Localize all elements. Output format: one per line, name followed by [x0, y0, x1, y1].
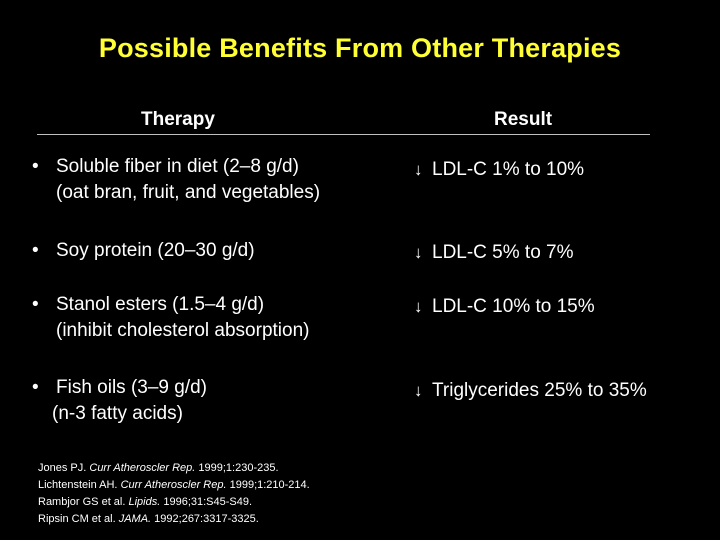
down-arrow-icon: ↓	[414, 297, 423, 316]
reference: Jones PJ. Curr Atheroscler Rep. 1999;1:2…	[38, 460, 310, 477]
reference: Ripsin CM et al. JAMA. 1992;267:3317-332…	[38, 511, 310, 528]
result-item-stanol-esters: ↓ LDL-C 10% to 15%	[414, 294, 714, 320]
result-text: LDL-C 10% to 15%	[432, 296, 595, 317]
column-header-result: Result	[494, 109, 553, 130]
reference-authors: Jones PJ.	[38, 462, 87, 474]
reference-citation: 1999;1:210-214.	[229, 479, 310, 491]
result-text: Triglycerides 25% to 35%	[432, 380, 647, 401]
result-item-soluble-fiber: ↓ LDL-C 1% to 10%	[414, 157, 714, 183]
therapy-item-stanol-esters: • Stanol esters (1.5–4 g/d) (inhibit chol…	[32, 292, 392, 344]
therapy-item-soy-protein: • Soy protein (20–30 g/d)	[32, 238, 392, 264]
slide-title: Possible Benefits From Other Therapies	[98, 33, 622, 63]
therapy-item-soluble-fiber: • Soluble fiber in diet (2–8 g/d) (oat br…	[32, 154, 392, 206]
reference-citation: 1992;267:3317-3325.	[154, 513, 259, 525]
reference-authors: Lichtenstein AH.	[38, 479, 118, 491]
reference-journal: JAMA.	[118, 513, 152, 525]
reference-journal: Curr Atheroscler Rep.	[89, 462, 196, 474]
result-text: LDL-C 1% to 10%	[432, 159, 585, 180]
header-divider	[37, 134, 650, 135]
bullet: •	[32, 294, 39, 315]
references: Jones PJ. Curr Atheroscler Rep. 1999;1:2…	[38, 460, 310, 528]
down-arrow-icon: ↓	[414, 381, 423, 400]
therapy-text: Soy protein (20–30 g/d)	[56, 240, 255, 261]
reference-citation: 1999;1:230-235.	[198, 462, 279, 474]
reference-citation: 1996;31:S45-S49.	[163, 496, 253, 508]
reference-journal: Lipids.	[128, 496, 161, 508]
result-item-soy-protein: ↓ LDL-C 5% to 7%	[414, 240, 714, 266]
therapy-text: Soluble fiber in diet (2–8 g/d)	[56, 156, 299, 177]
bullet: •	[32, 377, 39, 398]
therapy-subtext: (oat bran, fruit, and vegetables)	[56, 182, 321, 203]
bullet: •	[32, 240, 39, 261]
reference-authors: Rambjor GS et al.	[38, 496, 126, 508]
down-arrow-icon: ↓	[414, 160, 423, 179]
therapy-subtext: (n-3 fatty acids)	[52, 403, 183, 424]
therapy-subtext: (inhibit cholesterol absorption)	[56, 320, 310, 341]
reference-journal: Curr Atheroscler Rep.	[120, 479, 227, 491]
reference-authors: Ripsin CM et al.	[38, 513, 116, 525]
therapy-text: Fish oils (3–9 g/d)	[56, 377, 208, 398]
reference: Rambjor GS et al. Lipids. 1996;31:S45-S4…	[38, 494, 310, 511]
result-text: LDL-C 5% to 7%	[432, 242, 574, 263]
column-header-therapy: Therapy	[141, 109, 215, 130]
bullet: •	[32, 156, 39, 177]
therapy-text: Stanol esters (1.5–4 g/d)	[56, 294, 265, 315]
reference: Lichtenstein AH. Curr Atheroscler Rep. 1…	[38, 477, 310, 494]
down-arrow-icon: ↓	[414, 243, 423, 262]
result-item-fish-oils: ↓ Triglycerides 25% to 35%	[414, 378, 714, 404]
therapy-item-fish-oils: • Fish oils (3–9 g/d) (n-3 fatty acids)	[32, 375, 392, 427]
